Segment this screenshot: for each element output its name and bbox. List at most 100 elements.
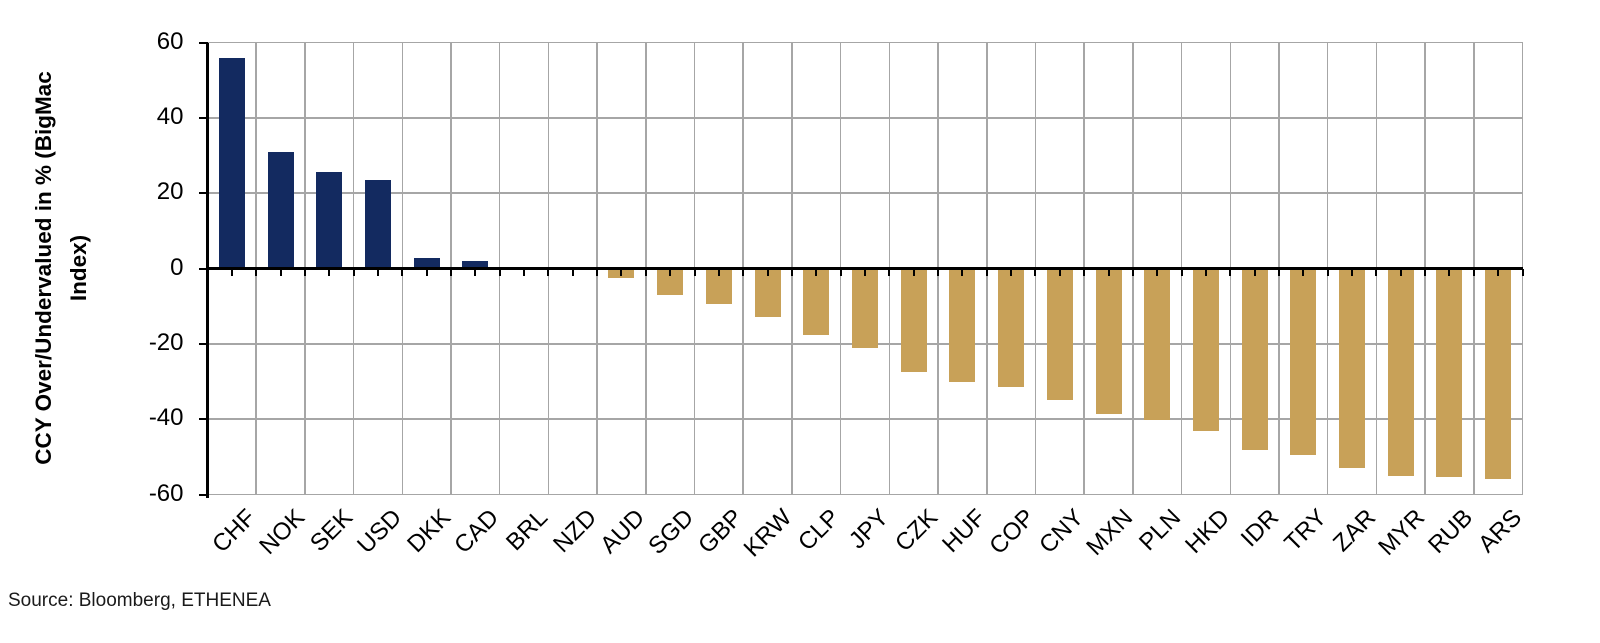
x-axis-tick	[328, 268, 331, 276]
x-axis-tick	[937, 268, 940, 276]
x-axis-tick	[1034, 268, 1037, 276]
y-axis-tick	[198, 267, 208, 270]
x-axis-tick	[303, 268, 306, 276]
x-axis-tick	[1399, 268, 1402, 276]
bar-CLP	[803, 268, 830, 336]
x-axis-tick	[425, 268, 428, 276]
x-axis-tick	[523, 268, 526, 276]
y-axis-tick	[198, 192, 208, 195]
x-axis-tick	[1156, 268, 1159, 276]
x-axis-tick	[1351, 268, 1354, 276]
y-tick-label--60: -60	[148, 479, 184, 507]
x-axis-tick	[1229, 268, 1232, 276]
bar-HKD	[1192, 268, 1219, 432]
bar-RUB	[1436, 268, 1463, 477]
bar-USD	[364, 179, 391, 269]
bar-CHF	[218, 57, 245, 269]
x-axis-tick	[961, 268, 964, 276]
y-axis-tick	[198, 418, 208, 421]
bar-KRW	[754, 268, 781, 318]
bar-SEK	[316, 172, 343, 269]
x-axis-tick	[644, 268, 647, 276]
x-axis-tick	[498, 268, 501, 276]
bar-NOK	[267, 151, 294, 269]
x-axis-tick	[717, 268, 720, 276]
x-axis-tick	[474, 268, 477, 276]
y-tick-label-60: 60	[156, 27, 184, 55]
y-tick-label--40: -40	[148, 404, 184, 432]
bar-CAD	[462, 260, 489, 269]
gridline-horizontal	[207, 418, 1523, 420]
x-axis-tick	[815, 268, 818, 276]
x-axis-tick	[766, 268, 769, 276]
gridline-horizontal	[207, 41, 1523, 44]
x-axis-tick	[839, 268, 842, 276]
x-axis-tick	[1253, 268, 1256, 276]
y-axis-tick	[198, 342, 208, 345]
y-axis-tick	[198, 41, 208, 44]
x-axis-tick	[1058, 268, 1061, 276]
x-axis-tick	[888, 268, 891, 276]
x-axis-tick	[352, 268, 355, 276]
bar-ARS	[1485, 268, 1512, 480]
x-axis-tick	[1277, 268, 1280, 276]
x-axis-tick	[790, 268, 793, 276]
bar-TRY	[1290, 268, 1317, 455]
bar-ZAR	[1339, 268, 1366, 469]
source-note: Source: Bloomberg, ETHENEA	[8, 590, 271, 611]
y-tick-label-0: 0	[170, 253, 184, 281]
x-axis-tick	[1180, 268, 1183, 276]
x-axis-tick	[1375, 268, 1378, 276]
bar-CZK	[900, 268, 927, 372]
y-axis-title: CCY Over/Undervalued in % (BigMac Index)	[26, 28, 98, 508]
x-axis-tick	[693, 268, 696, 276]
x-axis-tick	[596, 268, 599, 276]
x-axis-tick	[571, 268, 574, 276]
x-axis-tick	[279, 268, 282, 276]
bar-COP	[998, 268, 1025, 387]
x-axis-tick	[547, 268, 550, 276]
y-tick-label-40: 40	[156, 102, 184, 130]
x-axis-tick	[1010, 268, 1013, 276]
x-axis-tick	[1083, 268, 1086, 276]
y-axis-title-line1: CCY Over/Undervalued in % (BigMac	[31, 71, 56, 465]
bar-CNY	[1046, 268, 1073, 401]
x-axis-zero-line	[207, 267, 1523, 270]
y-axis-line	[206, 42, 209, 498]
x-axis-tick	[1472, 268, 1475, 276]
bar-MYR	[1387, 268, 1414, 476]
x-axis-tick	[255, 268, 258, 276]
x-axis-tick	[985, 268, 988, 276]
y-tick-label-20: 20	[156, 178, 184, 206]
x-axis-tick	[742, 268, 745, 276]
bar-HUF	[949, 268, 976, 383]
y-axis-tick	[198, 116, 208, 119]
bar-MXN	[1095, 268, 1122, 414]
x-axis-tick	[864, 268, 866, 276]
y-tick-label--20: -20	[148, 328, 184, 356]
x-axis-tick	[912, 268, 915, 276]
x-axis-tick	[1204, 268, 1207, 276]
x-axis-tick	[1326, 268, 1329, 276]
x-axis-tick	[669, 268, 672, 276]
x-axis-tick	[1107, 268, 1110, 276]
bar-DKK	[413, 258, 440, 269]
x-axis-tick	[1424, 268, 1427, 276]
x-axis-tick	[1302, 268, 1305, 276]
x-axis-tick	[1448, 268, 1451, 276]
gridline-horizontal	[207, 192, 1523, 194]
bar-IDR	[1241, 268, 1268, 451]
y-axis-tick	[198, 493, 208, 496]
x-axis-tick	[450, 268, 453, 276]
x-axis-tick	[401, 268, 404, 276]
x-axis-tick	[1497, 268, 1500, 276]
gridline-horizontal	[207, 117, 1523, 119]
x-axis-tick	[620, 268, 623, 276]
x-axis-tick	[230, 268, 233, 276]
x-axis-tick	[1131, 268, 1134, 276]
gridline-horizontal	[207, 493, 1523, 496]
bar-PLN	[1144, 268, 1171, 421]
x-axis-tick	[376, 268, 379, 276]
